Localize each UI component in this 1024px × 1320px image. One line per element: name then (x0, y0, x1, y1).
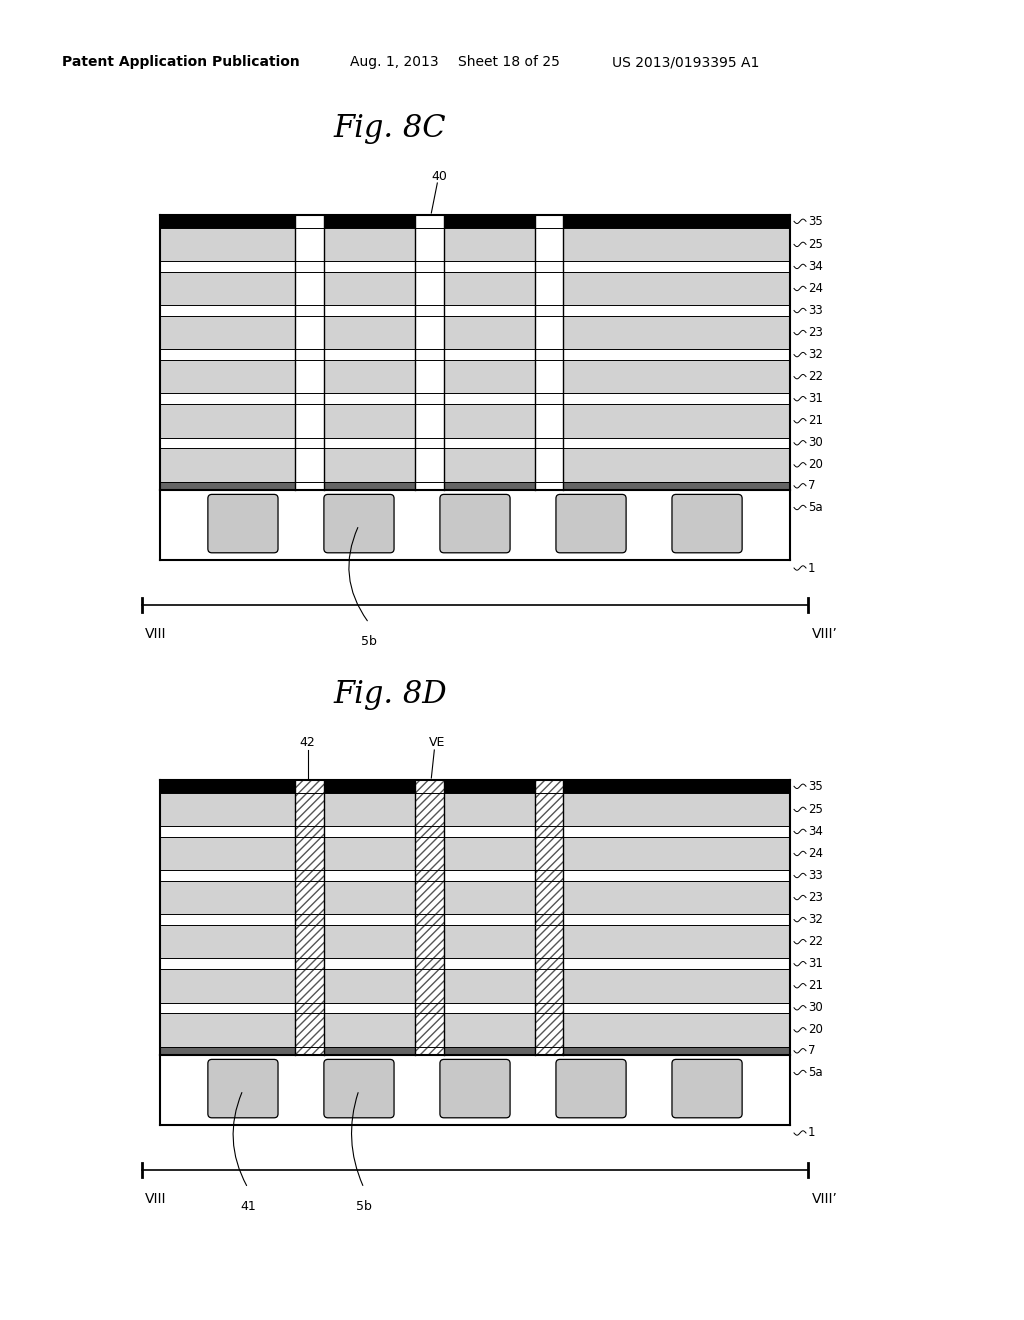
Text: 7: 7 (808, 479, 815, 492)
Text: 25: 25 (808, 238, 823, 251)
FancyBboxPatch shape (672, 495, 742, 553)
Text: 5a: 5a (808, 1067, 822, 1078)
Text: 23: 23 (808, 891, 823, 904)
Bar (415, 215, 443, 490)
Bar (160, 350, 790, 360)
Text: 22: 22 (808, 370, 823, 383)
Bar (160, 837, 790, 870)
Bar (535, 780, 563, 1055)
FancyBboxPatch shape (208, 1060, 279, 1118)
Text: 32: 32 (808, 913, 823, 927)
Text: 1: 1 (808, 1126, 815, 1139)
Text: 30: 30 (808, 437, 822, 449)
Text: 25: 25 (808, 803, 823, 816)
Text: 30: 30 (808, 1002, 822, 1014)
Bar (160, 490, 790, 560)
Text: 21: 21 (808, 414, 823, 428)
Bar (160, 393, 790, 404)
Bar (160, 780, 790, 792)
FancyBboxPatch shape (440, 1060, 510, 1118)
Text: VIII: VIII (145, 1192, 167, 1206)
FancyBboxPatch shape (556, 495, 626, 553)
Text: 40: 40 (431, 170, 447, 183)
Text: VE: VE (429, 735, 445, 748)
Bar (415, 780, 443, 1055)
Bar (535, 215, 563, 490)
FancyBboxPatch shape (324, 1060, 394, 1118)
Bar (160, 925, 790, 958)
Bar (160, 880, 790, 915)
Text: 1: 1 (808, 561, 815, 574)
Bar (160, 1047, 790, 1055)
Bar (160, 215, 790, 490)
Bar (160, 360, 790, 393)
Text: 35: 35 (808, 215, 822, 228)
FancyBboxPatch shape (672, 1060, 742, 1118)
Bar (296, 780, 324, 1055)
FancyBboxPatch shape (324, 495, 394, 553)
Bar (160, 404, 790, 437)
Bar (160, 969, 790, 1002)
Text: 34: 34 (808, 825, 823, 838)
Text: 22: 22 (808, 935, 823, 948)
Text: Sheet 18 of 25: Sheet 18 of 25 (458, 55, 560, 69)
FancyBboxPatch shape (440, 495, 510, 553)
Text: 5b: 5b (361, 635, 377, 648)
Text: Fig. 8C: Fig. 8C (334, 112, 446, 144)
Text: 42: 42 (300, 735, 315, 748)
Text: US 2013/0193395 A1: US 2013/0193395 A1 (612, 55, 760, 69)
Text: 33: 33 (808, 869, 822, 882)
Bar (160, 1012, 790, 1047)
Bar (296, 780, 324, 1055)
Bar (160, 315, 790, 350)
Text: Aug. 1, 2013: Aug. 1, 2013 (350, 55, 438, 69)
Bar (160, 447, 790, 482)
Text: VIII’: VIII’ (812, 627, 838, 642)
Bar (296, 215, 324, 490)
Text: 41: 41 (240, 1200, 256, 1213)
Text: 21: 21 (808, 979, 823, 993)
Bar (160, 915, 790, 925)
Text: Patent Application Publication: Patent Application Publication (62, 55, 300, 69)
Bar (160, 261, 790, 272)
Bar (160, 958, 790, 969)
Bar (160, 272, 790, 305)
Text: 34: 34 (808, 260, 823, 273)
Text: 35: 35 (808, 780, 822, 793)
Bar (160, 215, 790, 227)
Text: 20: 20 (808, 458, 823, 471)
Bar (160, 1055, 790, 1125)
Text: 31: 31 (808, 957, 823, 970)
Text: 5b: 5b (356, 1200, 372, 1213)
Bar (160, 305, 790, 315)
Text: 31: 31 (808, 392, 823, 405)
Bar (160, 437, 790, 447)
Text: 33: 33 (808, 304, 822, 317)
FancyBboxPatch shape (208, 495, 279, 553)
FancyBboxPatch shape (556, 1060, 626, 1118)
Text: Fig. 8D: Fig. 8D (333, 680, 446, 710)
Bar (160, 1002, 790, 1012)
Text: 23: 23 (808, 326, 823, 339)
Bar (160, 780, 790, 1055)
Bar (535, 780, 563, 1055)
Bar (160, 227, 790, 261)
Bar (160, 826, 790, 837)
Text: 20: 20 (808, 1023, 823, 1036)
Bar (160, 792, 790, 826)
Text: 7: 7 (808, 1044, 815, 1057)
Text: 24: 24 (808, 847, 823, 859)
Bar (160, 482, 790, 490)
Text: 24: 24 (808, 282, 823, 294)
Text: 5a: 5a (808, 502, 822, 513)
Bar (160, 870, 790, 880)
Text: 32: 32 (808, 348, 823, 362)
Bar (415, 780, 443, 1055)
Text: VIII: VIII (145, 627, 167, 642)
Text: VIII’: VIII’ (812, 1192, 838, 1206)
